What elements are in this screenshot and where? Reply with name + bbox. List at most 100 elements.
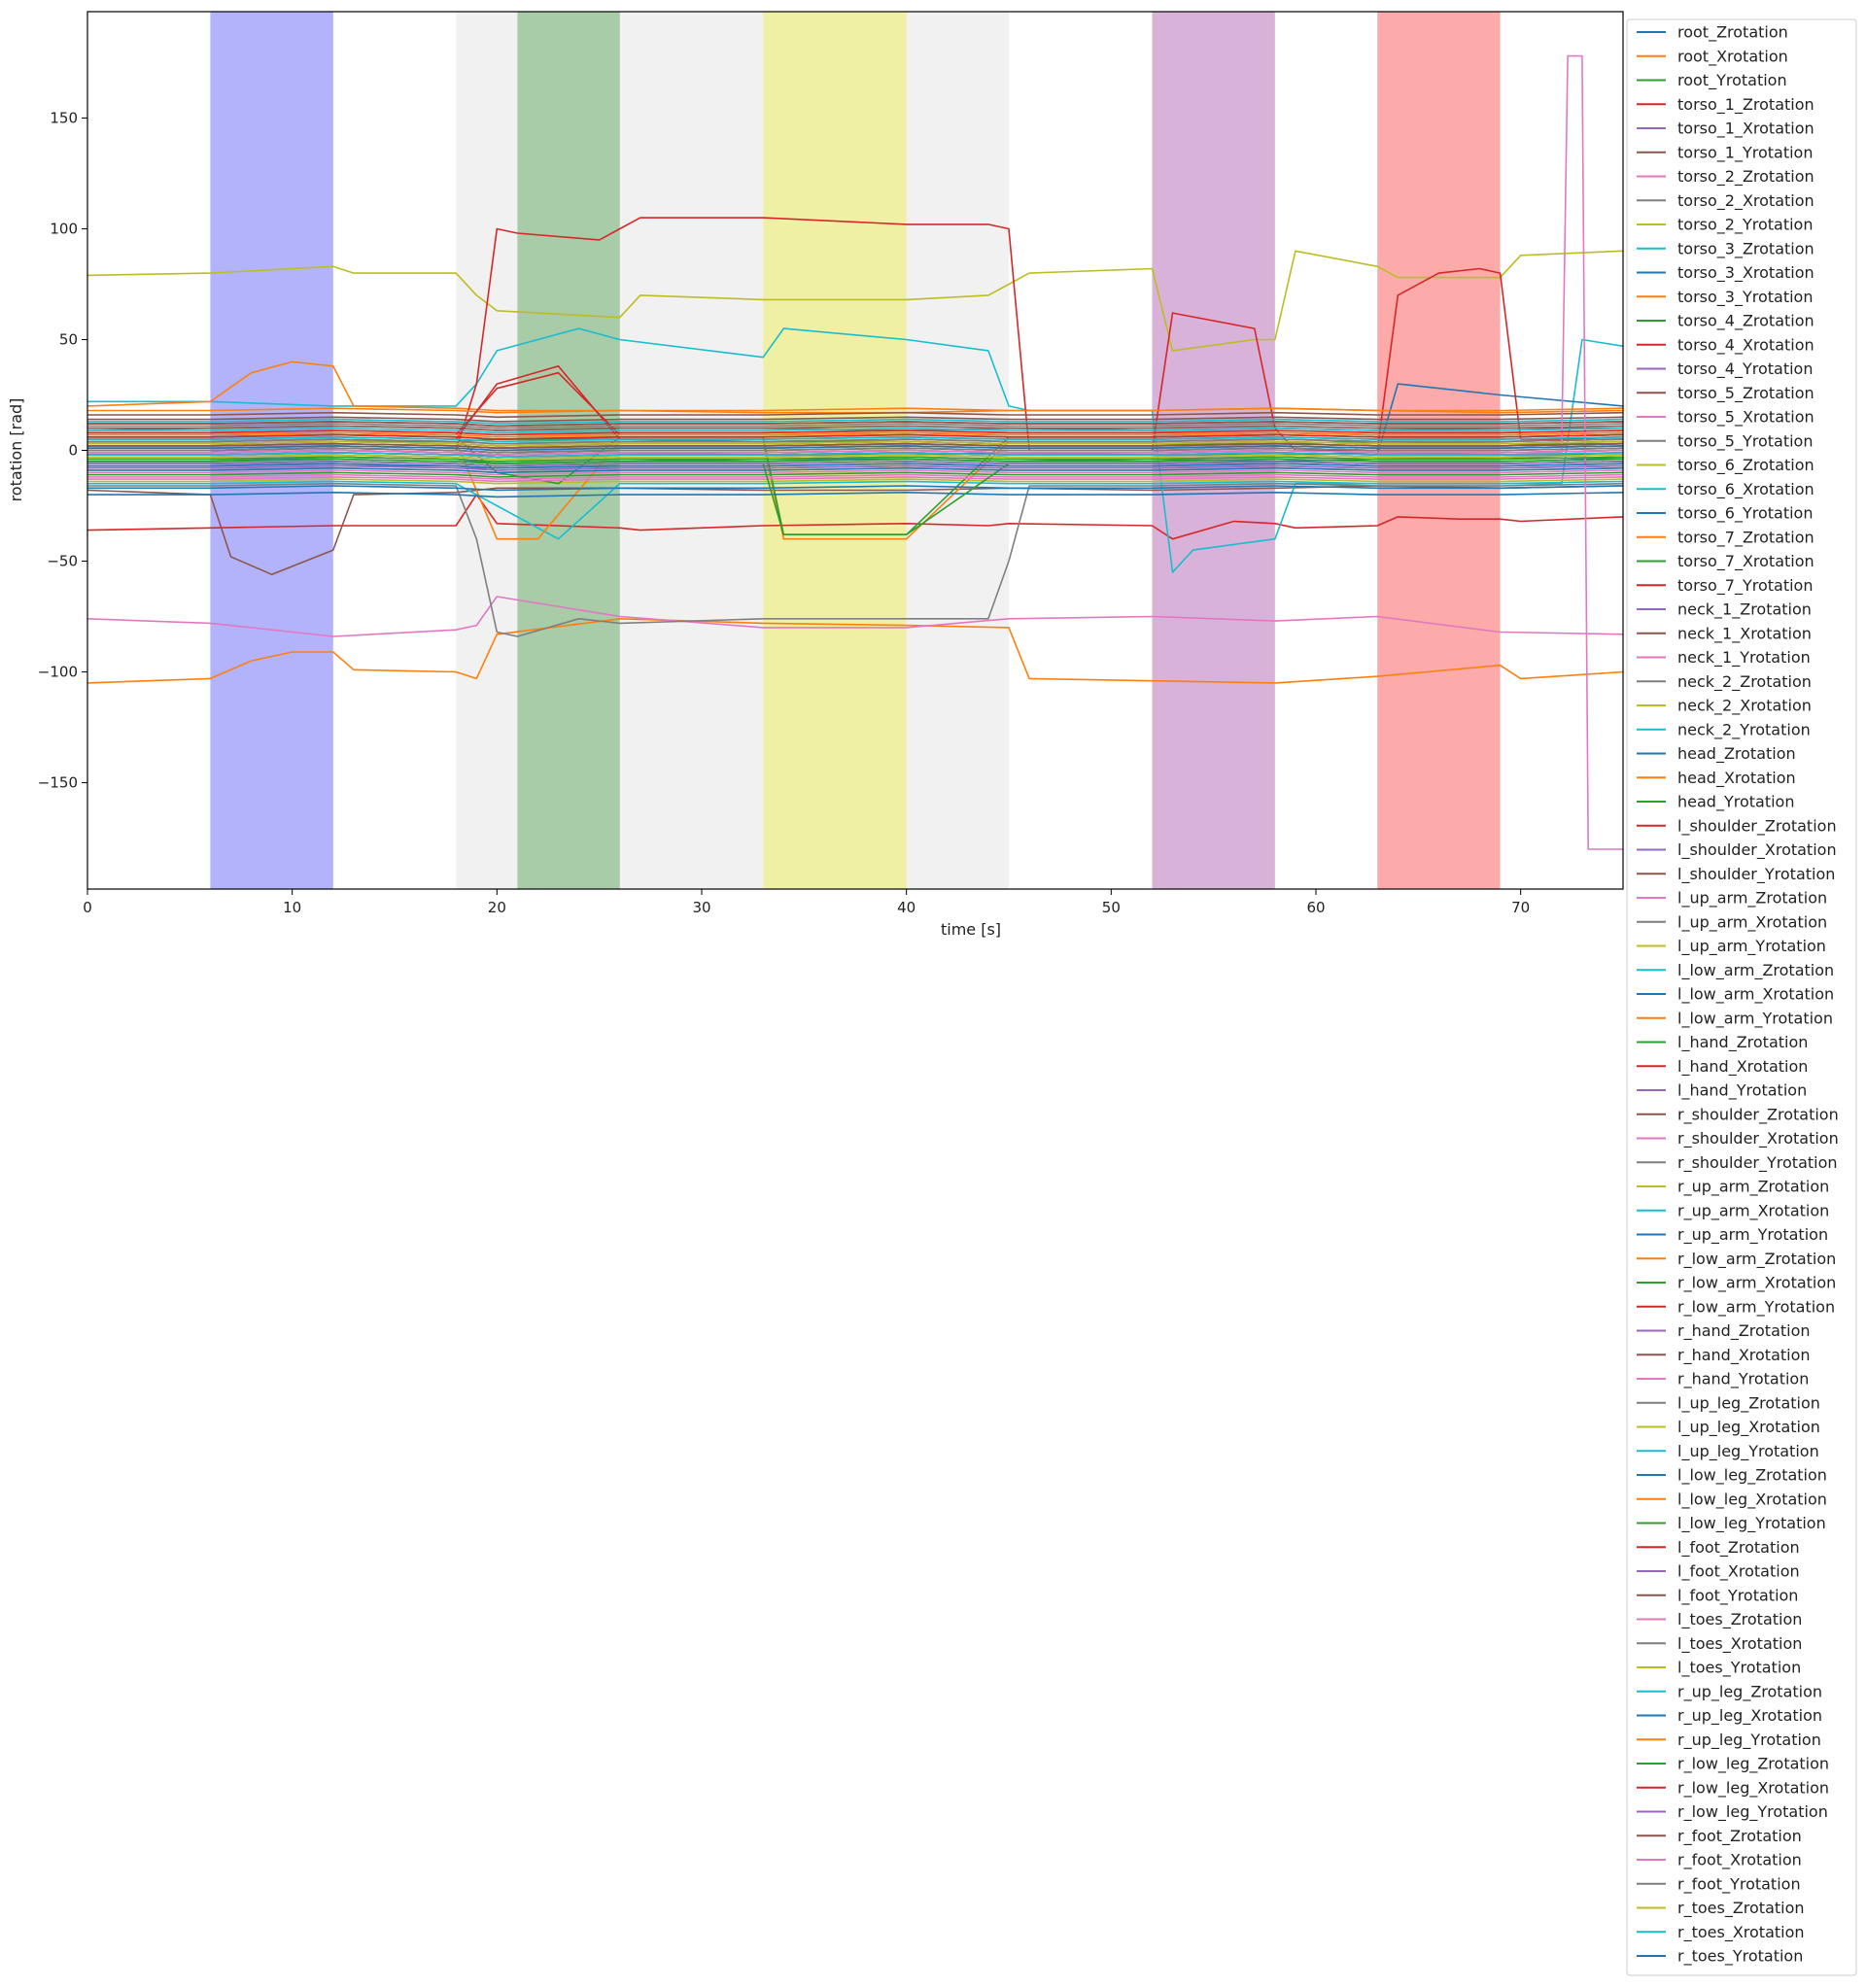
- legend-label: r_foot_Zrotation: [1677, 1827, 1802, 1846]
- legend-label: r_low_arm_Xrotation: [1677, 1274, 1836, 1293]
- legend-label: r_up_arm_Zrotation: [1677, 1178, 1829, 1197]
- y-axis-ticks: −150 −100 −50 0 50 100 150: [38, 109, 87, 792]
- legend-label: l_up_leg_Zrotation: [1677, 1393, 1820, 1413]
- legend-entry: r_up_leg_Xrotation: [1637, 1706, 1822, 1726]
- series-line-l-low-leg-zrotation: [87, 466, 1623, 474]
- legend-entry: r_foot_Xrotation: [1637, 1851, 1802, 1870]
- series-line-l-low-arm-xrotation: [87, 491, 1623, 498]
- legend-entry: r_low_arm_Yrotation: [1637, 1297, 1835, 1317]
- legend-label: r_up_leg_Xrotation: [1677, 1706, 1822, 1726]
- series-line-r-low-leg-yrotation: [87, 461, 1623, 467]
- series-line-l-toes-yrotation: [87, 454, 1623, 461]
- series-line-torso-1-zrotation: [87, 494, 1623, 540]
- legend-entry: torso_1_Xrotation: [1637, 120, 1814, 139]
- legend-label: l_up_arm_Xrotation: [1677, 912, 1827, 932]
- legend-entry: r_low_arm_Xrotation: [1637, 1274, 1836, 1293]
- legend-entry: head_Xrotation: [1637, 769, 1796, 788]
- legend-label: l_foot_Xrotation: [1677, 1562, 1800, 1582]
- legend-label: r_low_arm_Zrotation: [1677, 1250, 1836, 1269]
- legend-label: root_Zrotation: [1677, 23, 1788, 43]
- legend-label: l_foot_Zrotation: [1677, 1538, 1800, 1558]
- series-line-r-foot-xrotation: [87, 449, 1623, 456]
- legend-label: r_low_arm_Yrotation: [1677, 1297, 1835, 1317]
- legend-entry: root_Yrotation: [1637, 71, 1787, 90]
- legend-entry: l_up_arm_Xrotation: [1637, 912, 1827, 932]
- legend-label: torso_4_Yrotation: [1677, 360, 1813, 379]
- legend-entry: l_foot_Zrotation: [1637, 1538, 1800, 1558]
- legend-entry: l_up_leg_Xrotation: [1637, 1418, 1820, 1437]
- legend-entry: root_Xrotation: [1637, 47, 1788, 66]
- legend-label: root_Yrotation: [1677, 71, 1787, 90]
- series-line-l-hand-zrotation: [87, 471, 1623, 478]
- legend-entry: torso_7_Yrotation: [1637, 576, 1813, 596]
- legend-entry: torso_3_Xrotation: [1637, 263, 1814, 283]
- legend-label: l_low_leg_Xrotation: [1677, 1490, 1827, 1509]
- legend-entry: root_Zrotation: [1637, 23, 1788, 43]
- legend-label: r_foot_Xrotation: [1677, 1851, 1802, 1870]
- series-line-l-shoulder-yrotation: [87, 425, 1623, 431]
- legend-entry: l_toes_Yrotation: [1637, 1659, 1801, 1678]
- series-line-l-low-leg-yrotation: [87, 458, 1623, 465]
- legend-label: torso_1_Yrotation: [1677, 143, 1813, 162]
- legend-entry: head_Yrotation: [1637, 793, 1794, 812]
- legend-label: l_foot_Yrotation: [1677, 1586, 1798, 1605]
- y-tick-label--50: −50: [47, 553, 78, 570]
- legend-label: r_low_leg_Zrotation: [1677, 1755, 1829, 1774]
- series-line-r-hand-zrotation: [87, 464, 1623, 471]
- legend-label: head_Yrotation: [1677, 793, 1794, 812]
- legend-label: torso_7_Zrotation: [1677, 528, 1814, 547]
- legend-label: torso_4_Zrotation: [1677, 312, 1814, 331]
- y-tick-label-150: 150: [50, 109, 78, 126]
- legend-label: torso_3_Zrotation: [1677, 239, 1814, 258]
- legend-entry: l_low_arm_Xrotation: [1637, 985, 1834, 1005]
- series-line-torso-5-xrotation: [87, 469, 1623, 476]
- series-line-l-low-arm-yrotation: [87, 407, 1623, 414]
- y-tick-label--150: −150: [38, 774, 78, 792]
- legend-entry: r_low_leg_Zrotation: [1637, 1755, 1829, 1774]
- legend-label: l_low_leg_Yrotation: [1677, 1514, 1826, 1533]
- legend-entry: r_hand_Xrotation: [1637, 1346, 1811, 1365]
- legend-label: torso_5_Yrotation: [1677, 431, 1813, 451]
- y-axis-label: rotation [rad]: [7, 398, 25, 502]
- series-line-l-up-arm-zrotation: [87, 473, 1623, 480]
- legend-label: torso_7_Xrotation: [1677, 552, 1814, 571]
- legend-entry: l_low_arm_Yrotation: [1637, 1009, 1833, 1028]
- legend-label: l_up_leg_Xrotation: [1677, 1418, 1820, 1437]
- legend-label: neck_1_Yrotation: [1677, 648, 1811, 668]
- legend-entry: r_shoulder_Zrotation: [1637, 1105, 1839, 1124]
- legend-entry: r_shoulder_Xrotation: [1637, 1129, 1839, 1148]
- series-line-r-low-leg-xrotation: [87, 429, 1623, 436]
- legend-entry: torso_4_Yrotation: [1637, 360, 1813, 379]
- x-tick-label-50: 50: [1102, 899, 1121, 916]
- legend-label: torso_7_Yrotation: [1677, 576, 1813, 596]
- legend-entry: torso_2_Zrotation: [1637, 167, 1814, 187]
- legend-entry: torso_6_Xrotation: [1637, 480, 1814, 499]
- series-line-torso-2-zrotation: [87, 596, 1623, 637]
- legend-label: torso_2_Yrotation: [1677, 216, 1813, 235]
- legend-entry: l_up_leg_Yrotation: [1637, 1442, 1819, 1461]
- legend-frame: [1626, 18, 1857, 1976]
- legend-entry: torso_7_Zrotation: [1637, 528, 1814, 547]
- legend-entry: r_foot_Yrotation: [1637, 1874, 1801, 1894]
- legend-entry: l_low_leg_Xrotation: [1637, 1490, 1827, 1509]
- legend-label: l_toes_Yrotation: [1677, 1659, 1801, 1678]
- series-line-r-up-arm-xrotation: [87, 427, 1623, 434]
- legend-entry: torso_5_Zrotation: [1637, 384, 1814, 403]
- legend-entry: r_up_arm_Yrotation: [1637, 1225, 1828, 1245]
- legend-label: r_foot_Yrotation: [1677, 1874, 1801, 1894]
- series-line-r-toes-yrotation: [87, 445, 1623, 452]
- legend-label: l_low_arm_Zrotation: [1677, 961, 1834, 980]
- legend-label: l_low_arm_Yrotation: [1677, 1009, 1833, 1028]
- legend-entry: r_toes_Xrotation: [1637, 1923, 1805, 1942]
- legend-entry: l_hand_Yrotation: [1637, 1081, 1807, 1101]
- legend-entry: l_shoulder_Yrotation: [1637, 865, 1835, 884]
- legend-entry: l_foot_Xrotation: [1637, 1562, 1800, 1582]
- legend-label: l_toes_Xrotation: [1677, 1634, 1802, 1654]
- legend-entry: r_hand_Zrotation: [1637, 1321, 1811, 1341]
- legend-label: r_hand_Yrotation: [1677, 1370, 1809, 1389]
- legend-entry: l_shoulder_Xrotation: [1637, 840, 1837, 860]
- legend-entry: torso_7_Xrotation: [1637, 552, 1814, 571]
- legend-label: r_low_leg_Xrotation: [1677, 1778, 1829, 1798]
- legend-label: head_Xrotation: [1677, 769, 1796, 788]
- legend-label: l_low_arm_Xrotation: [1677, 985, 1834, 1005]
